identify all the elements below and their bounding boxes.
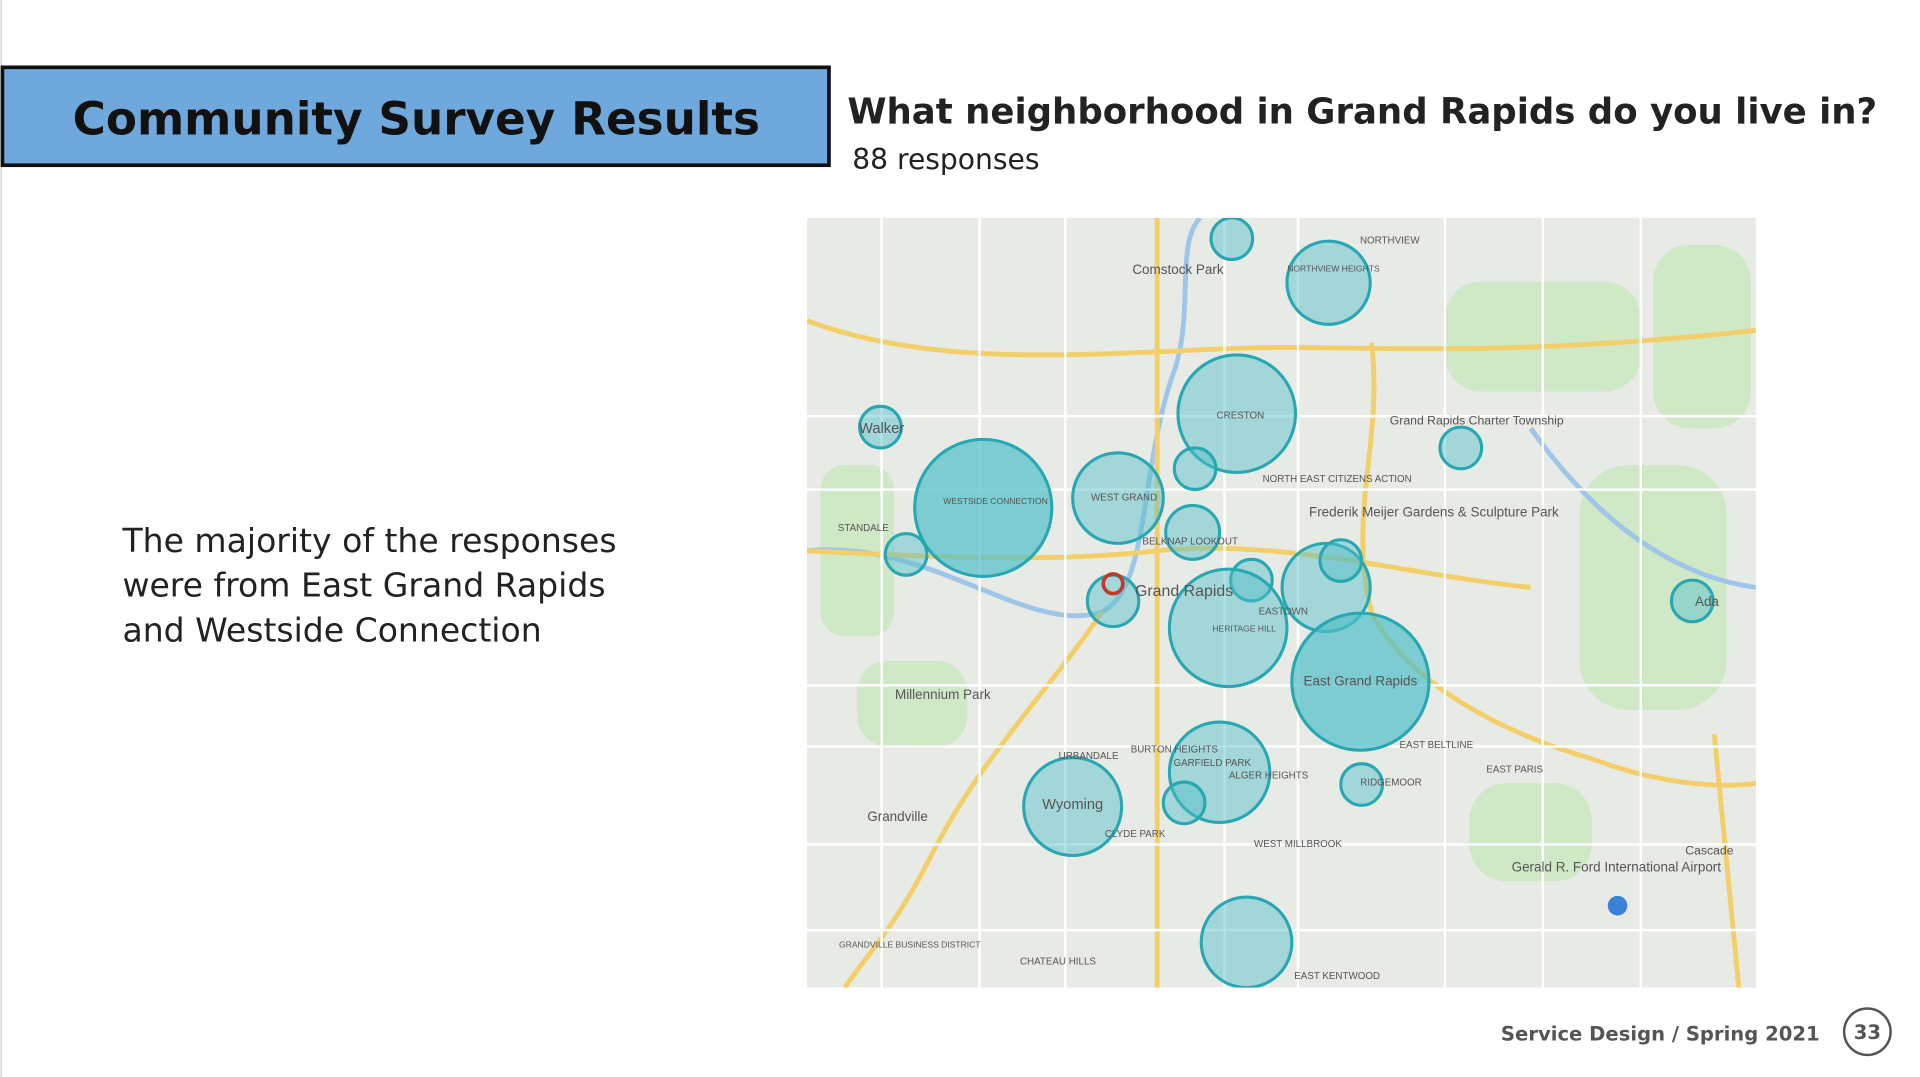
map-label: Ada (1695, 594, 1719, 609)
map-label: GRANDVILLE BUSINESS DISTRICT (839, 939, 981, 949)
highways (806, 217, 1756, 988)
map-label: RIDGEMOOR (1360, 778, 1421, 789)
map-label: Millennium Park (895, 687, 991, 702)
map-label: NORTH EAST CITIZENS ACTION (1263, 474, 1412, 485)
streets (806, 217, 1756, 988)
header-box (0, 65, 831, 168)
map-label: NORTHVIEW (1360, 236, 1420, 247)
map-label: Frederik Meijer Gardens & Sculpture Park (1309, 504, 1559, 519)
map-label: Comstock Park (1132, 262, 1223, 277)
map-label: EAST KENTWOOD (1294, 971, 1380, 982)
responses: 88 responses (852, 143, 1039, 176)
body-line: The majority of the responses (121, 521, 616, 560)
body-line: were from East Grand Rapids (122, 566, 605, 605)
map-label: Cascade (1685, 843, 1733, 857)
map-label: Grandville (867, 809, 928, 824)
map-label: CRESTON (1217, 411, 1265, 422)
map-label: HERITAGE HILL (1212, 624, 1276, 634)
map-label: URBANDALE (1059, 751, 1119, 762)
map-label: EASTOWN (1259, 606, 1308, 617)
map-label: Wyoming (1042, 797, 1103, 813)
map-label: ALGER HEIGHTS (1229, 770, 1309, 781)
page-circle (1842, 1007, 1892, 1057)
map-label: Walker (859, 421, 904, 437)
map-label: NORTHVIEW HEIGHTS (1287, 264, 1380, 274)
map-label: WEST GRAND (1091, 493, 1157, 504)
airport-icon (1607, 895, 1628, 916)
city-marker (1101, 572, 1125, 596)
rivers (806, 217, 1756, 619)
body-text: The majority of the responses were from E… (121, 521, 616, 649)
map-label: GARFIELD PARK (1173, 758, 1251, 769)
map-label: WESTSIDE CONNECTION (943, 496, 1047, 506)
map-label: Grand Rapids (1135, 583, 1233, 600)
map-label: EAST PARIS (1486, 764, 1543, 775)
map-label: Gerald R. Ford International Airport (1512, 859, 1722, 874)
body-line: and Westside Connection (122, 610, 541, 649)
map-label: CHATEAU HILLS (1020, 956, 1096, 967)
map-label: STANDALE (838, 523, 889, 534)
question: What neighborhood in Grand Rapids do you… (847, 92, 1877, 133)
map-label: WEST MILLBROOK (1254, 839, 1342, 850)
map-label: CLYDE PARK (1105, 829, 1166, 840)
map-label: EAST BELTLINE (1400, 740, 1474, 751)
map-label: Grand Rapids Charter Township (1390, 414, 1564, 428)
response-bubbles (858, 217, 1715, 988)
footer: Service Design / Spring 2021 (1501, 1022, 1820, 1045)
map-label: BELKNAP LOOKOUT (1142, 537, 1238, 548)
map-label: East Grand Rapids (1304, 673, 1418, 688)
map-label: BURTON HEIGHTS (1131, 745, 1219, 756)
map: Comstock Park NORTHVIEW NORTHVIEW HEIGHTS W… (806, 217, 1756, 988)
page-number: 33 (1854, 1021, 1881, 1044)
header-title: Community Survey Results (73, 93, 760, 146)
